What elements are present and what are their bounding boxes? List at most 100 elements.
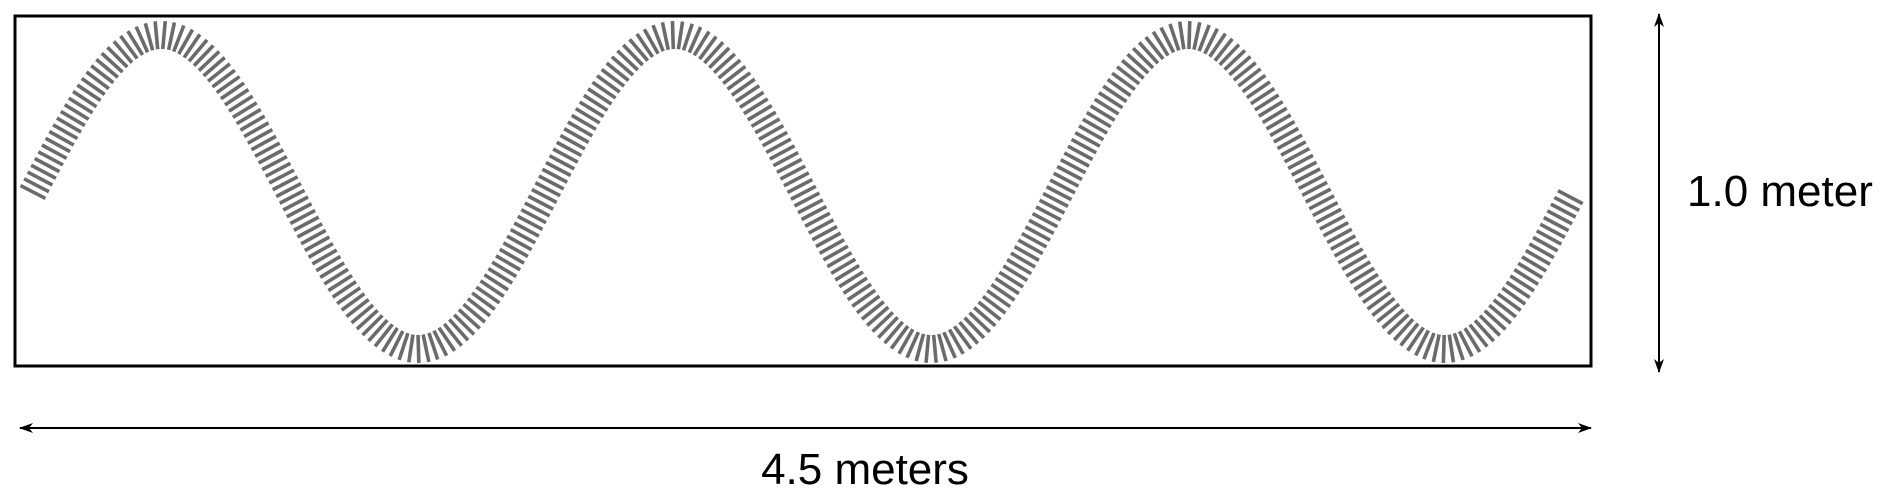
wave-hatch-stroke xyxy=(1052,171,1080,188)
wave-hatch-stroke xyxy=(106,46,129,69)
wave-hatch-stroke xyxy=(1447,334,1456,363)
wave-hatch-stroke xyxy=(790,184,817,201)
wave-hatch-stroke xyxy=(730,77,756,97)
wave-hatch-stroke xyxy=(877,316,899,339)
wave-hatch-stroke xyxy=(223,88,250,107)
wave-coil xyxy=(19,20,1584,364)
wave-hatch-stroke xyxy=(19,183,47,201)
wave-hatch-stroke xyxy=(289,208,316,226)
wave-hatch-stroke xyxy=(355,308,379,331)
wave-hatch-stroke xyxy=(23,177,50,194)
wave-hatch-stroke xyxy=(1322,221,1350,238)
wave-hatch-stroke xyxy=(475,285,501,305)
wave-hatch-stroke xyxy=(541,167,569,184)
wave-hatch-stroke xyxy=(1422,332,1436,360)
wave-hatch-stroke xyxy=(523,201,551,218)
wave-hatch-stroke xyxy=(595,74,621,94)
wave-hatch-stroke xyxy=(1035,205,1062,222)
wave-hatch-stroke xyxy=(177,28,195,55)
wave-hatch-stroke xyxy=(1294,167,1321,184)
wave-hatch-stroke xyxy=(1513,268,1540,286)
wave-hatch-stroke xyxy=(1483,309,1507,331)
wave-hatch-stroke xyxy=(1151,30,1170,57)
wave-hatch-stroke xyxy=(676,21,685,50)
wave-hatch-stroke xyxy=(1333,240,1360,258)
wave-hatch-stroke xyxy=(336,286,362,306)
wave-hatch-stroke xyxy=(1177,21,1186,50)
wave-hatch-stroke xyxy=(491,260,518,279)
wave-hatch-stroke xyxy=(126,30,145,56)
wave-hatch-stroke xyxy=(786,177,814,195)
wave-hatch-stroke xyxy=(1414,329,1430,357)
wave-hatch-stroke xyxy=(442,322,464,347)
wave-hatch-stroke xyxy=(350,303,375,325)
wave-hatch-stroke xyxy=(219,81,246,101)
wave-hatch-stroke xyxy=(1159,26,1176,54)
wave-hatch-stroke xyxy=(1002,264,1029,283)
wave-hatch-stroke xyxy=(278,188,306,205)
wave-hatch-stroke xyxy=(1137,41,1160,65)
wave-hatch-stroke xyxy=(471,291,496,311)
wave-hatch-stroke xyxy=(1301,180,1328,197)
wave-hatch-stroke xyxy=(738,90,765,109)
wave-hatch-stroke xyxy=(758,124,785,141)
wave-hatch-stroke xyxy=(153,21,160,50)
wave-hatch-stroke xyxy=(416,334,421,364)
wave-hatch-stroke xyxy=(495,254,522,272)
wave-hatch-stroke xyxy=(1006,257,1033,276)
wave-hatch-stroke xyxy=(307,241,334,259)
wave-hatch-stroke xyxy=(1237,67,1262,88)
wave-hatch-stroke xyxy=(257,148,285,165)
wave-hatch-stroke xyxy=(1521,255,1548,273)
wave-hatch-stroke xyxy=(303,235,331,253)
wave-hatch-stroke xyxy=(26,170,54,187)
wave-hatch-stroke xyxy=(1542,215,1570,233)
wave-hatch-stroke xyxy=(1524,248,1551,266)
wave-hatch-stroke xyxy=(776,157,803,174)
wave-hatch-stroke xyxy=(432,329,449,357)
wave-hatch-stroke xyxy=(1213,37,1234,62)
wave-hatch-stroke xyxy=(1457,330,1474,358)
wave-hatch-stroke xyxy=(331,280,357,299)
wave-hatch-stroke xyxy=(1311,200,1339,218)
wave-hatch-stroke xyxy=(1097,91,1124,110)
wave-hatch-stroke xyxy=(559,133,586,151)
wave-hatch-stroke xyxy=(143,22,155,51)
wave-hatch-stroke xyxy=(1261,106,1288,125)
wave-hatch-stroke xyxy=(742,97,769,116)
wave-hatch-stroke xyxy=(1276,133,1303,151)
wave-hatch-stroke xyxy=(1290,160,1318,177)
wave-hatch-stroke xyxy=(243,121,270,139)
wave-hatch-stroke xyxy=(905,331,921,359)
wave-hatch-stroke xyxy=(516,214,544,232)
wave-hatch-stroke xyxy=(506,234,533,252)
wave-hatch-stroke xyxy=(182,33,202,59)
wave-hatch-stroke xyxy=(994,276,1020,296)
wave-hatch-stroke xyxy=(319,261,346,279)
wave-hatch-stroke xyxy=(924,334,931,363)
wave-hatch-stroke xyxy=(1381,308,1405,330)
wave-hatch-stroke xyxy=(100,51,124,74)
wave-hatch-stroke xyxy=(587,87,613,106)
wave-hatch-stroke xyxy=(797,198,824,215)
wave-hatch-stroke xyxy=(772,150,799,168)
wave-hatch-stroke xyxy=(228,94,254,113)
wave-hatch-stroke xyxy=(942,331,957,359)
wave-hatch-stroke xyxy=(548,154,576,171)
wave-hatch-stroke xyxy=(327,274,353,293)
wave-hatch-stroke xyxy=(498,247,525,265)
wave-hatch-stroke xyxy=(1280,140,1307,157)
wave-hatch-stroke xyxy=(1272,126,1300,144)
wave-hatch-stroke xyxy=(452,313,476,336)
wave-hatch-stroke xyxy=(1045,185,1073,202)
wave-hatch-stroke xyxy=(1304,187,1332,204)
wave-hatch-stroke xyxy=(734,84,761,103)
wave-hatch-stroke xyxy=(545,160,572,178)
wave-hatch-stroke xyxy=(197,50,221,72)
wave-hatch-stroke xyxy=(268,168,295,185)
wave-hatch-stroke xyxy=(628,38,650,62)
wave-hatch-stroke xyxy=(134,25,150,53)
wave-hatch-stroke xyxy=(30,163,57,180)
wave-hatch-stroke xyxy=(311,248,338,266)
wave-hatch-stroke xyxy=(1241,73,1267,94)
